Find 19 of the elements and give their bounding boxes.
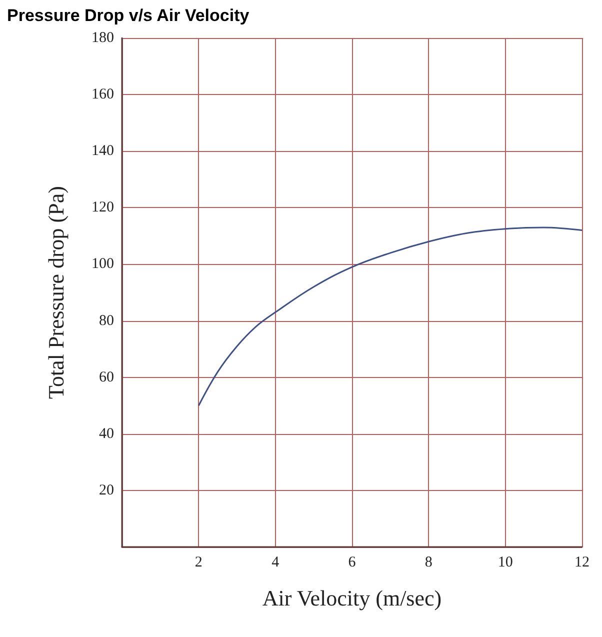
x-tick-label: 10: [498, 554, 513, 570]
y-tick-label: 160: [92, 86, 114, 103]
y-tick-label: 80: [99, 312, 114, 329]
y-tick-label: 140: [92, 143, 114, 160]
line-series: [198, 226, 583, 406]
x-tick-label: 6: [348, 554, 356, 570]
chart-title: Pressure Drop v/s Air Velocity: [7, 6, 250, 25]
y-tick-label: 100: [92, 256, 114, 272]
y-tick-label: 60: [99, 369, 114, 386]
x-axis-title: Air Velocity (m/sec): [262, 586, 442, 610]
x-tick-label: 8: [424, 554, 432, 570]
y-axis-title: Total Pressure drop (Pa): [44, 186, 68, 399]
x-tick-label: 4: [272, 554, 280, 570]
x-tick-label: 2: [194, 554, 202, 570]
y-tick-label: 120: [92, 200, 114, 216]
y-tick-label: 180: [92, 30, 114, 46]
y-tick-label: 40: [99, 426, 114, 442]
x-tick-label: 12: [574, 554, 590, 570]
y-tick-label: 20: [99, 482, 114, 498]
